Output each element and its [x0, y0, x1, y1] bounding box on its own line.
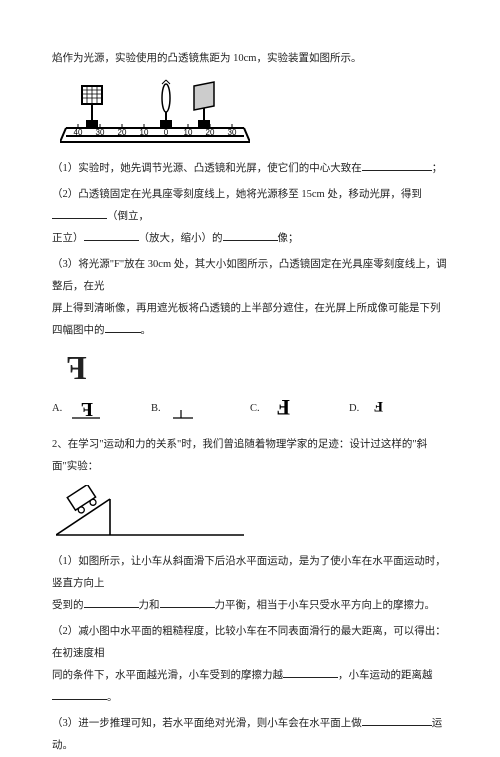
blank	[84, 231, 139, 241]
option-A: A. F L	[52, 398, 151, 420]
q1-1: （1）实验时，她先调节光源、凸透镜和光屏，使它们的中心大致在；	[52, 158, 448, 180]
incline-figure	[56, 485, 448, 541]
lens	[160, 80, 172, 128]
q2-3: （3）进一步推理可知，若水平面绝对光滑，则小车会在水平面上做运动。	[52, 713, 448, 757]
svg-text:30: 30	[228, 128, 237, 137]
svg-text:10: 10	[184, 128, 193, 137]
svg-text:20: 20	[206, 128, 215, 137]
blank	[283, 667, 338, 677]
opt-C-icon: F	[270, 396, 296, 420]
q2-2: （2）减小图中水平面的粗糙程度，比较小车在不同表面滑行的最大距离，可以得出：在初…	[52, 621, 448, 709]
svg-text:F: F	[276, 396, 289, 420]
blank	[52, 689, 107, 699]
svg-text:30: 30	[96, 128, 105, 137]
q1-3: （3）将光源"F"放在 30cm 处，其大小如图所示，凸透镜固定在光具座零刻度线…	[52, 254, 448, 342]
option-D: D. F	[349, 398, 448, 420]
q2-title: 2、在学习"运动和力的关系"时，我们曾追随着物理学家的足迹：设计过这样的"斜面"…	[52, 434, 448, 478]
opt-B-icon	[171, 398, 195, 420]
blank	[223, 231, 278, 241]
blank	[84, 597, 139, 607]
q1-2: （2）凸透镜固定在光具座零刻度线上，她将光源移至 15cm 处，移动光屏，得到（…	[52, 184, 448, 250]
option-C: C. F	[250, 396, 349, 420]
svg-text:20: 20	[118, 128, 127, 137]
options-row: A. F L B. C. F D. F	[52, 396, 448, 420]
blank	[362, 161, 432, 171]
source-F-screen	[82, 86, 102, 128]
opt-D-icon: F	[369, 400, 389, 420]
f-source-figure: F	[66, 352, 87, 386]
opt-A-icon: F L	[72, 398, 102, 420]
svg-text:0: 0	[164, 128, 169, 137]
blank	[105, 323, 141, 333]
q2-1: （1）如图所示，让小车从斜面滑下后沿水平面运动，是为了使小车在水平面运动时，竖直…	[52, 551, 448, 617]
intro-text: 焰作为光源，实验使用的凸透镜焦距为 10cm，实验装置如图所示。	[52, 48, 448, 70]
optical-bench-figure: 40 30 20 10 0 10 20 30	[60, 76, 448, 148]
blank	[362, 715, 432, 725]
svg-text:10: 10	[140, 128, 149, 137]
option-B: B.	[151, 398, 250, 420]
svg-text:F: F	[374, 400, 383, 414]
svg-text:40: 40	[74, 128, 83, 137]
blank	[160, 597, 215, 607]
blank	[52, 209, 107, 219]
screen	[194, 82, 214, 128]
